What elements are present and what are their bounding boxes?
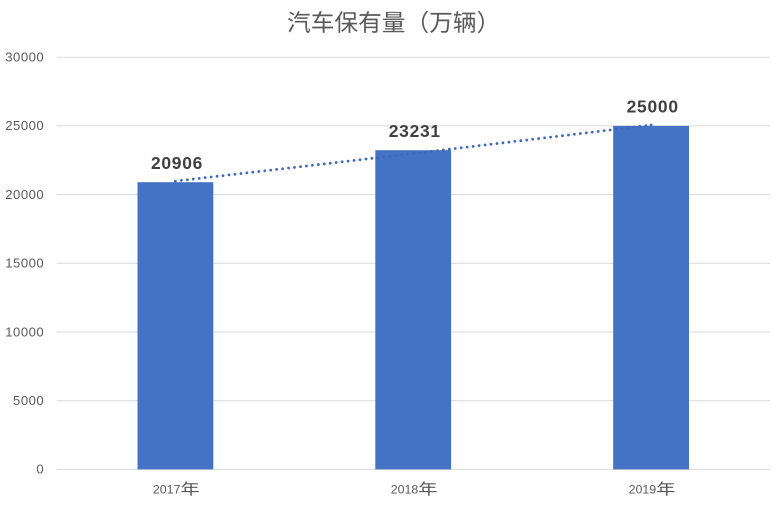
svg-text:30000: 30000: [5, 50, 44, 65]
svg-text:0: 0: [36, 462, 44, 477]
svg-text:2017: 2017: [153, 482, 181, 496]
svg-text:15000: 15000: [5, 256, 44, 271]
svg-text:25000: 25000: [627, 97, 679, 117]
svg-text:2019: 2019: [629, 482, 657, 496]
svg-text:20906: 20906: [151, 153, 203, 173]
svg-text:10000: 10000: [5, 324, 44, 339]
svg-text:20000: 20000: [5, 187, 44, 202]
svg-text:2018: 2018: [391, 482, 419, 496]
svg-text:5000: 5000: [13, 393, 44, 408]
svg-text:23231: 23231: [389, 121, 441, 141]
svg-text:25000: 25000: [5, 118, 44, 133]
